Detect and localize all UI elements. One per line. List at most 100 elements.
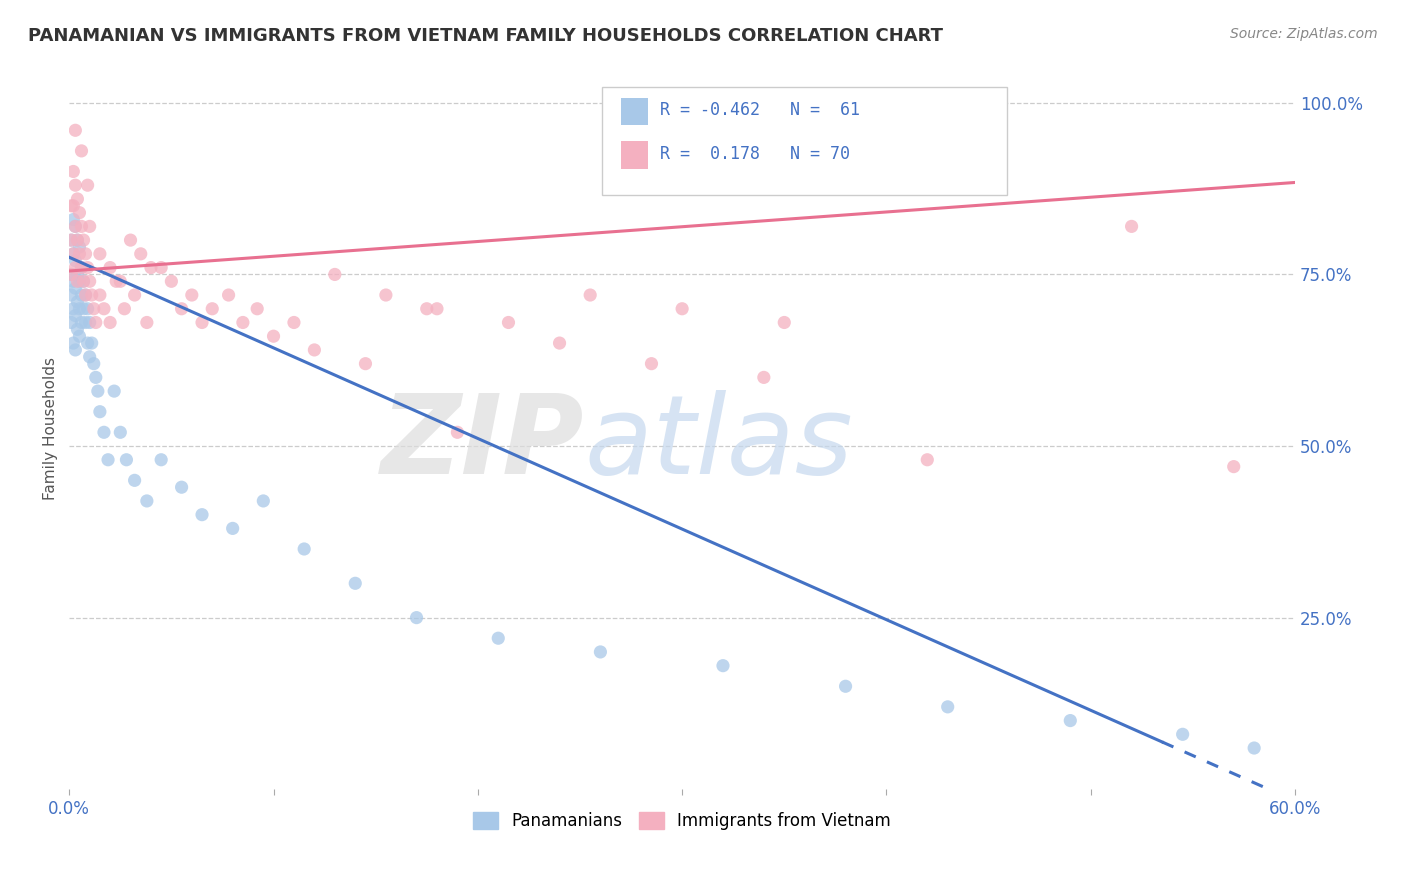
Point <box>191 316 214 330</box>
Point <box>110 425 132 440</box>
Point <box>69 301 91 316</box>
Point <box>191 508 214 522</box>
Legend: Panamanians, Immigrants from Vietnam: Panamanians, Immigrants from Vietnam <box>468 806 896 835</box>
Point <box>75 288 97 302</box>
Point <box>75 288 97 302</box>
Point <box>124 474 146 488</box>
Point <box>79 219 101 234</box>
FancyBboxPatch shape <box>602 87 1007 194</box>
Point <box>60 199 83 213</box>
Point <box>112 301 135 316</box>
Point <box>72 274 94 288</box>
Point <box>1121 219 1143 234</box>
Point <box>66 274 89 288</box>
Point <box>89 288 111 302</box>
Point <box>97 452 120 467</box>
Point <box>579 288 602 302</box>
Point <box>671 301 693 316</box>
Point <box>1171 727 1194 741</box>
Point <box>69 240 91 254</box>
Point <box>62 301 84 316</box>
Text: PANAMANIAN VS IMMIGRANTS FROM VIETNAM FAMILY HOUSEHOLDS CORRELATION CHART: PANAMANIAN VS IMMIGRANTS FROM VIETNAM FA… <box>28 27 943 45</box>
Point <box>70 316 93 330</box>
Point <box>354 357 377 371</box>
Point <box>84 370 107 384</box>
Point <box>69 247 91 261</box>
Point <box>93 301 115 316</box>
Y-axis label: Family Households: Family Households <box>44 358 58 500</box>
Point <box>69 205 91 219</box>
Point <box>62 199 84 213</box>
Point <box>79 274 101 288</box>
Point <box>65 219 87 234</box>
Point <box>426 301 449 316</box>
Point <box>70 288 93 302</box>
Point <box>1222 459 1244 474</box>
Point <box>66 233 89 247</box>
Point <box>79 316 101 330</box>
Point <box>221 521 243 535</box>
Point <box>72 233 94 247</box>
Point <box>89 405 111 419</box>
Point <box>60 316 83 330</box>
Point <box>70 219 93 234</box>
Point <box>83 301 105 316</box>
Point <box>93 425 115 440</box>
Point <box>62 164 84 178</box>
Point <box>66 322 89 336</box>
Point <box>139 260 162 275</box>
Point <box>150 452 173 467</box>
Point <box>66 268 89 282</box>
Point <box>115 452 138 467</box>
Point <box>87 384 110 398</box>
Text: ZIP: ZIP <box>381 390 583 497</box>
Point <box>110 274 132 288</box>
Bar <box>621 98 648 126</box>
Point <box>160 274 183 288</box>
Point <box>76 301 98 316</box>
Point <box>72 274 94 288</box>
Point <box>917 452 939 467</box>
Point <box>246 301 269 316</box>
Point <box>752 370 775 384</box>
Point <box>711 658 734 673</box>
Bar <box>621 141 648 169</box>
Point <box>75 316 97 330</box>
Point <box>936 699 959 714</box>
Point <box>124 288 146 302</box>
Point <box>66 192 89 206</box>
Point <box>263 329 285 343</box>
Point <box>773 316 796 330</box>
Point <box>66 294 89 309</box>
Point <box>180 288 202 302</box>
Point <box>83 357 105 371</box>
Point <box>232 316 254 330</box>
Point <box>70 260 93 275</box>
Point <box>76 260 98 275</box>
Point <box>498 316 520 330</box>
Point <box>69 329 91 343</box>
Point <box>486 631 509 645</box>
Point <box>105 274 128 288</box>
Point <box>76 178 98 193</box>
Point <box>640 357 662 371</box>
Point <box>446 425 468 440</box>
Point <box>60 268 83 282</box>
Point <box>218 288 240 302</box>
Point <box>69 274 91 288</box>
Point <box>65 343 87 357</box>
Point <box>65 253 87 268</box>
Point <box>170 480 193 494</box>
Point <box>323 268 346 282</box>
Point <box>416 301 439 316</box>
Point <box>589 645 612 659</box>
Point <box>65 219 87 234</box>
Point <box>89 247 111 261</box>
Point <box>374 288 396 302</box>
Point <box>60 233 83 247</box>
Point <box>80 336 103 351</box>
Text: R = -0.462   N =  61: R = -0.462 N = 61 <box>659 102 860 120</box>
Text: R =  0.178   N = 70: R = 0.178 N = 70 <box>659 145 851 162</box>
Point <box>62 212 84 227</box>
Point <box>98 316 121 330</box>
